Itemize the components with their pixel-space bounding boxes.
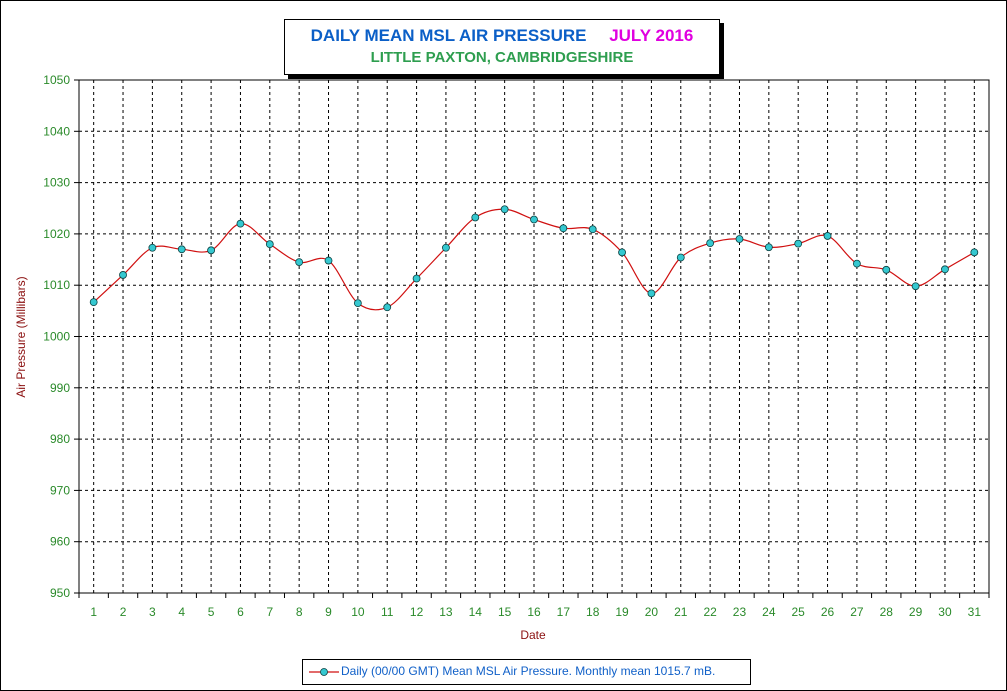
y-tick-label: 950 bbox=[50, 586, 70, 600]
y-tick-label: 970 bbox=[50, 483, 70, 497]
data-point bbox=[119, 271, 127, 279]
x-tick-label: 9 bbox=[325, 605, 332, 619]
data-point bbox=[265, 240, 274, 249]
chart-title: DAILY MEAN MSL AIR PRESSURE bbox=[310, 26, 587, 45]
x-tick-label: 3 bbox=[149, 605, 156, 619]
data-point bbox=[236, 219, 245, 228]
data-point bbox=[324, 256, 333, 265]
legend: Daily (00/00 GMT) Mean MSL Air Pressure.… bbox=[302, 659, 751, 685]
y-tick-label: 1000 bbox=[43, 330, 70, 344]
x-tick-label: 20 bbox=[645, 605, 659, 619]
data-point bbox=[794, 239, 803, 248]
data-point bbox=[882, 265, 891, 274]
data-point bbox=[207, 246, 215, 255]
data-point bbox=[177, 245, 186, 254]
legend-label: Daily (00/00 GMT) Mean MSL Air Pressure.… bbox=[341, 664, 716, 678]
plot-area-border bbox=[78, 79, 990, 594]
chart-subtitle: LITTLE PAXTON, CAMBRIDGESHIRE bbox=[370, 49, 634, 66]
data-point bbox=[970, 248, 979, 257]
x-tick-label: 14 bbox=[469, 605, 483, 619]
y-tick-label: 1030 bbox=[43, 176, 70, 190]
data-point bbox=[853, 259, 861, 268]
x-tick-label: 12 bbox=[410, 605, 424, 619]
y-tick-label: 960 bbox=[50, 535, 70, 549]
y-tick-label: 980 bbox=[50, 432, 70, 446]
x-tick-label: 1 bbox=[90, 605, 97, 619]
x-tick-label: 23 bbox=[733, 605, 747, 619]
x-tick-label: 2 bbox=[120, 605, 127, 619]
x-tick-label: 27 bbox=[850, 605, 864, 619]
data-point bbox=[823, 232, 832, 240]
data-point bbox=[676, 253, 685, 262]
data-point bbox=[412, 274, 421, 283]
x-tick-label: 11 bbox=[381, 605, 394, 619]
y-tick-label: 1050 bbox=[43, 73, 70, 87]
y-axis-title: Air Pressure (Millibars) bbox=[14, 276, 28, 397]
chart-title-box: DAILY MEAN MSL AIR PRESSURE JULY 2016 LI… bbox=[284, 19, 720, 75]
x-tick-label: 26 bbox=[821, 605, 835, 619]
data-point bbox=[764, 243, 773, 252]
data-point bbox=[911, 282, 920, 291]
x-tick-label: 6 bbox=[237, 605, 244, 619]
data-point bbox=[735, 235, 744, 243]
x-tick-label: 15 bbox=[498, 605, 512, 619]
data-point bbox=[295, 258, 304, 267]
data-point bbox=[647, 289, 656, 298]
x-tick-label: 16 bbox=[527, 605, 541, 619]
axes: 9509609709809901000101010201030104010501… bbox=[43, 73, 990, 619]
x-tick-label: 28 bbox=[880, 605, 894, 619]
x-tick-label: 29 bbox=[909, 605, 923, 619]
data-point bbox=[941, 265, 949, 274]
x-tick-label: 21 bbox=[674, 605, 688, 619]
x-tick-label: 7 bbox=[266, 605, 273, 619]
data-point bbox=[559, 224, 568, 233]
x-tick-label: 8 bbox=[296, 605, 303, 619]
y-tick-label: 1010 bbox=[43, 278, 70, 292]
y-tick-label: 990 bbox=[50, 381, 70, 395]
data-point bbox=[618, 248, 626, 257]
x-tick-label: 19 bbox=[615, 605, 629, 619]
data-point bbox=[383, 303, 392, 312]
x-tick-label: 25 bbox=[792, 605, 806, 619]
series-layer bbox=[89, 205, 979, 312]
x-tick-label: 30 bbox=[938, 605, 952, 619]
grid bbox=[79, 80, 989, 593]
x-tick-label: 22 bbox=[703, 605, 717, 619]
chart-title-month: JULY 2016 bbox=[609, 26, 694, 45]
data-point bbox=[706, 239, 715, 248]
data-point bbox=[588, 225, 597, 234]
data-point bbox=[442, 243, 450, 252]
data-point bbox=[148, 243, 157, 252]
data-point bbox=[89, 298, 98, 307]
x-tick-label: 31 bbox=[968, 605, 982, 619]
title-line: DAILY MEAN MSL AIR PRESSURE JULY 2016 bbox=[285, 26, 719, 46]
y-tick-label: 1020 bbox=[43, 227, 70, 241]
data-point bbox=[530, 215, 538, 224]
data-point bbox=[471, 213, 480, 222]
x-tick-label: 4 bbox=[178, 605, 185, 619]
x-axis-title: Date bbox=[520, 628, 546, 642]
x-tick-label: 10 bbox=[351, 605, 365, 619]
x-tick-label: 24 bbox=[762, 605, 776, 619]
x-tick-label: 5 bbox=[208, 605, 215, 619]
data-point bbox=[500, 205, 509, 214]
x-tick-label: 13 bbox=[439, 605, 453, 619]
x-tick-label: 17 bbox=[557, 605, 571, 619]
data-point bbox=[353, 299, 362, 308]
x-tick-label: 18 bbox=[586, 605, 600, 619]
legend-swatch bbox=[309, 668, 339, 676]
y-tick-label: 1040 bbox=[43, 124, 70, 138]
